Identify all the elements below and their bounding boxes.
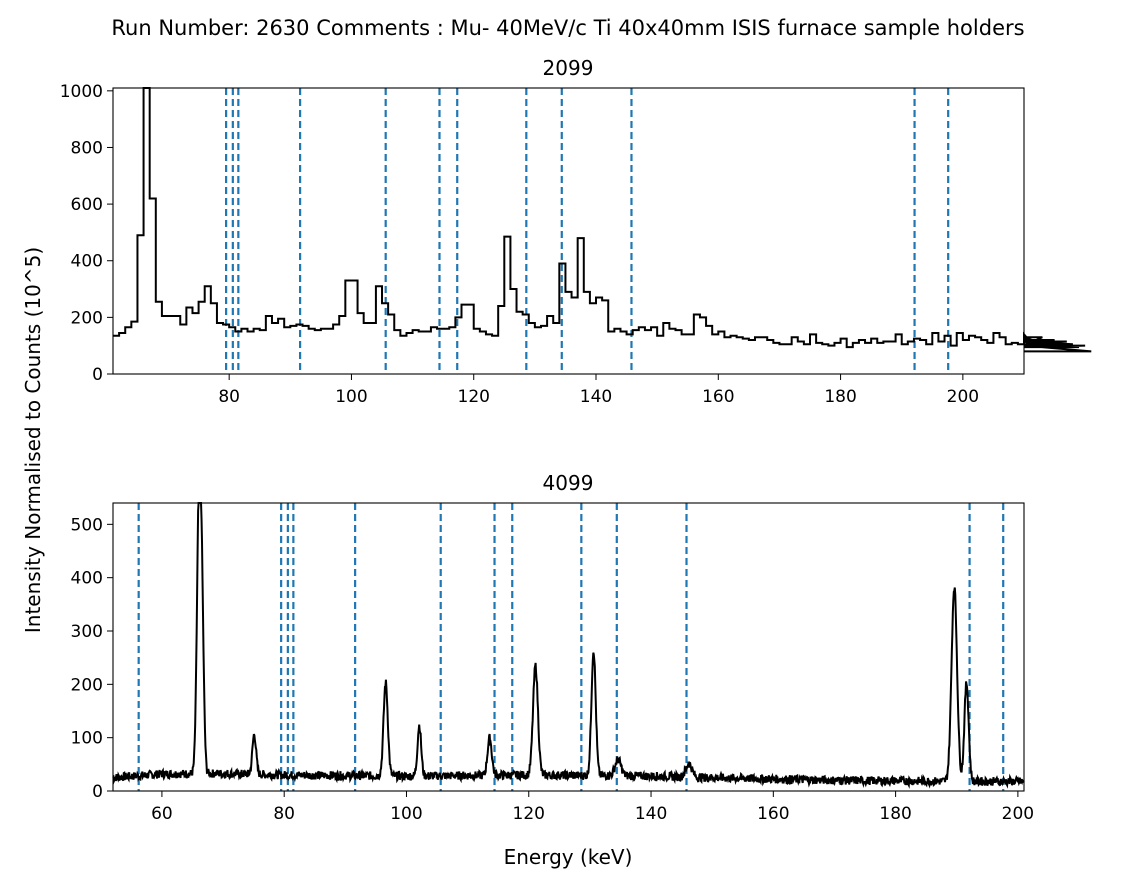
panel-bottom-x-ticks: 60 80 100 120 140 160 180 200 — [151, 791, 1034, 824]
panel-bottom-y-tick-label-1: 100 — [71, 729, 103, 749]
panel-bottom-y-tick-label-3: 300 — [71, 622, 103, 642]
panel-top-x-ticks: 80 100 120 140 160 180 200 — [218, 374, 979, 407]
panel-bottom: 4099 60 80 100 120 140 160 180 200 0 100 200 300 40… — [71, 471, 1035, 824]
panel-bottom-y-tick-label-5: 500 — [71, 515, 103, 535]
panel-top-x-tick-label-5: 180 — [824, 387, 856, 407]
panel-top: 2099 80 100 120 140 160 180 200 0 200 400 600 800 1… — [60, 56, 1092, 407]
panel-top-y-tick-label-3: 600 — [71, 195, 103, 215]
panel-bottom-x-tick-label-3: 120 — [513, 804, 545, 824]
panel-bottom-y-ticks: 0 100 200 300 400 500 — [71, 515, 113, 802]
panel-bottom-x-tick-label-5: 160 — [757, 804, 789, 824]
shared-x-axis-label: Energy (keV) — [504, 845, 633, 869]
panel-bottom-x-tick-label-7: 200 — [1002, 804, 1034, 824]
panel-bottom-spectrum-line — [112, 502, 1025, 789]
panel-bottom-axes-frame — [112, 502, 1025, 792]
panel-top-x-tick-label-3: 140 — [580, 387, 612, 407]
panel-top-x-tick-label-1: 100 — [335, 387, 367, 407]
panel-top-x-tick-label-0: 80 — [218, 387, 240, 407]
panel-bottom-y-tick-label-2: 200 — [71, 675, 103, 695]
panel-bottom-y-tick-label-4: 400 — [71, 569, 103, 589]
panel-bottom-x-tick-label-2: 100 — [390, 804, 422, 824]
panel-top-y-tick-label-0: 0 — [92, 365, 103, 385]
panel-bottom-x-tick-label-4: 140 — [635, 804, 667, 824]
panel-top-spectrum-line — [113, 87, 1092, 353]
panel-top-reference-lines — [225, 88, 950, 374]
panel-top-axes-frame — [112, 87, 1025, 375]
panel-top-y-tick-label-4: 800 — [71, 138, 103, 158]
panel-bottom-reference-lines — [137, 503, 1005, 791]
panel-bottom-y-tick-label-0: 0 — [92, 782, 103, 802]
panel-bottom-title: 4099 — [543, 471, 594, 495]
panel-top-y-tick-label-2: 400 — [71, 252, 103, 272]
panel-top-y-tick-label-1: 200 — [71, 308, 103, 328]
panel-bottom-x-tick-label-6: 180 — [879, 804, 911, 824]
panel-top-x-tick-label-6: 200 — [947, 387, 979, 407]
panel-bottom-x-tick-label-1: 80 — [273, 804, 295, 824]
panel-bottom-x-tick-label-0: 60 — [151, 804, 173, 824]
panel-top-y-tick-label-5: 1000 — [60, 82, 103, 102]
figure-suptitle: Run Number: 2630 Comments : Mu- 40MeV/c … — [111, 16, 1024, 40]
panel-top-x-tick-label-2: 120 — [458, 387, 490, 407]
shared-y-axis-label: Intensity Normalised to Counts (10^5) — [21, 247, 45, 633]
panel-top-y-ticks: 0 200 400 600 800 1000 — [60, 82, 113, 385]
panel-top-title: 2099 — [543, 56, 594, 80]
panel-top-x-tick-label-4: 160 — [702, 387, 734, 407]
